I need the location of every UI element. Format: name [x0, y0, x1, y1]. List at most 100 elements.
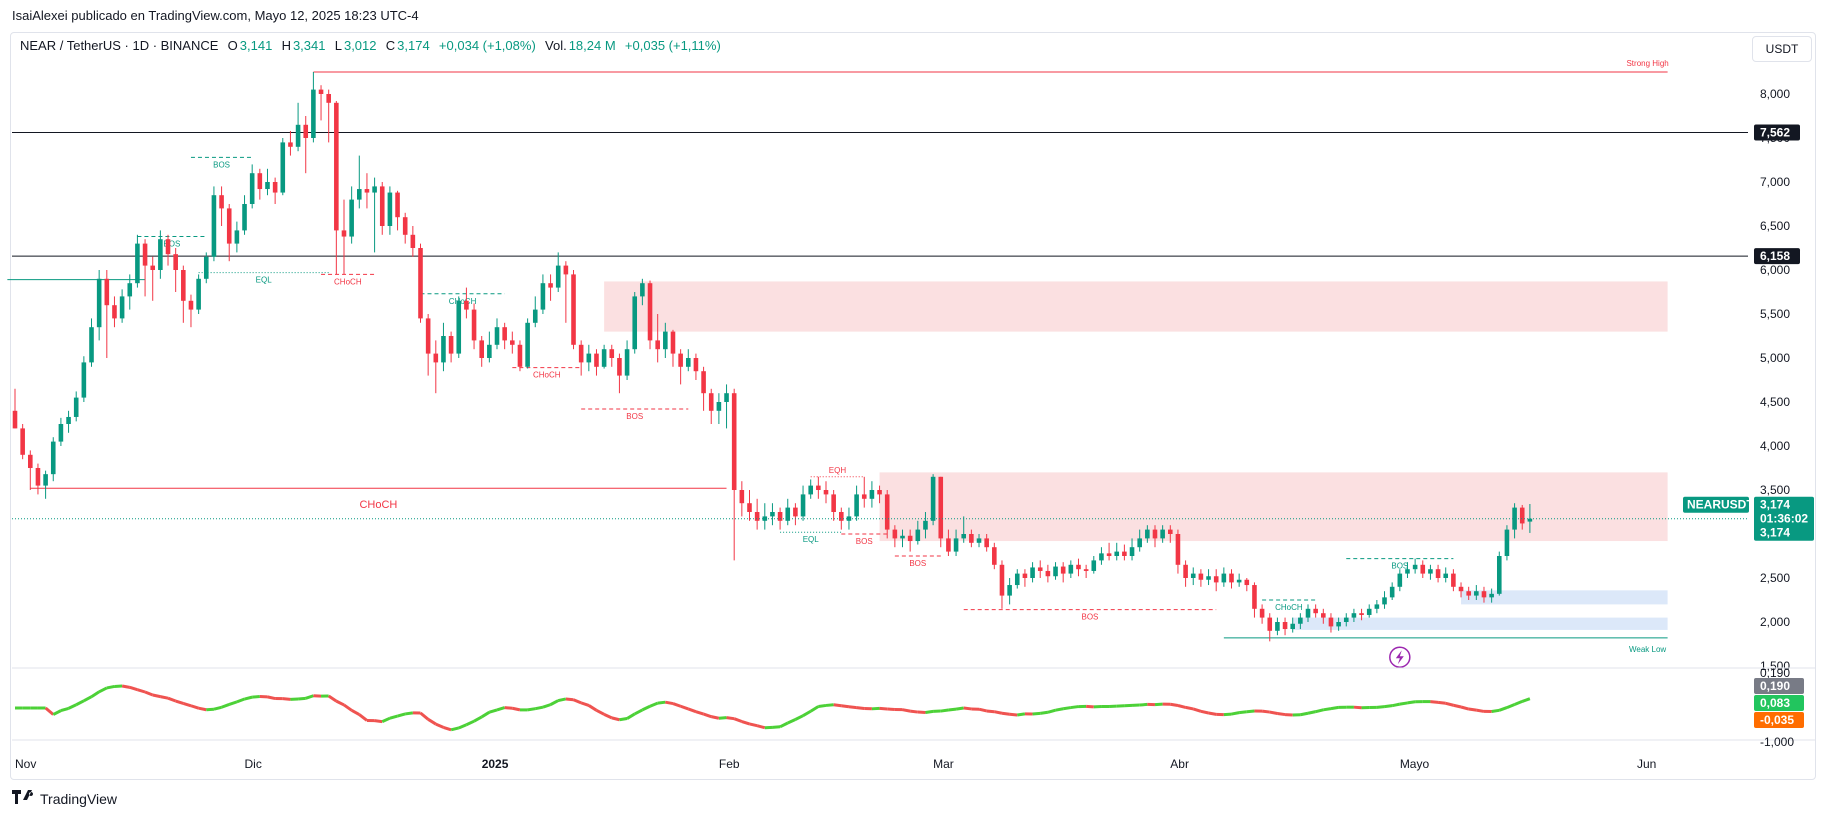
- oscillator-segment: [244, 695, 253, 701]
- oscillator-segment: [1376, 705, 1385, 709]
- oscillator-segment: [75, 699, 85, 707]
- oscillator-segment: [802, 709, 812, 717]
- demand-zone: [1292, 617, 1668, 630]
- oscillator-segment: [1300, 711, 1309, 717]
- structure-label: Strong High: [1626, 59, 1668, 68]
- oscillator-segment: [252, 694, 260, 699]
- candle: [640, 283, 645, 297]
- footer-brand[interactable]: TradingView: [12, 790, 117, 808]
- candle: [831, 494, 836, 512]
- oscillator-segment: [626, 712, 636, 720]
- candle: [999, 564, 1005, 596]
- oscillator-segment: [794, 714, 804, 721]
- candle: [1129, 547, 1135, 556]
- oscillator-segment: [1070, 705, 1079, 710]
- close-value: 3,174: [397, 38, 430, 53]
- oscillator-segment: [557, 697, 567, 703]
- candle: [594, 353, 599, 367]
- candle: [1321, 613, 1326, 618]
- candle: [1114, 551, 1120, 556]
- candle: [1428, 569, 1433, 574]
- candle: [1190, 573, 1196, 578]
- oscillator-segment: [749, 722, 758, 728]
- oscillator-segment: [465, 719, 475, 727]
- candle: [1244, 579, 1250, 586]
- candle: [20, 428, 25, 455]
- oscillator-segment: [1491, 708, 1500, 713]
- candle: [1282, 622, 1288, 630]
- structure-label: CHoCH: [449, 297, 477, 306]
- candle: [311, 89, 316, 138]
- oscillator-segment: [221, 703, 230, 709]
- oscillator-segment: [1047, 708, 1056, 714]
- chart-frame: [10, 32, 1816, 780]
- footer-brand-text: TradingView: [40, 791, 118, 807]
- candle: [173, 254, 178, 270]
- oscillator-segment: [1261, 709, 1270, 714]
- candle: [762, 516, 768, 521]
- osc-value-tag: [1754, 678, 1804, 694]
- oscillator-segment: [595, 708, 605, 716]
- oscillator-segment: [83, 695, 93, 703]
- candle: [1037, 567, 1043, 571]
- oscillator-segment: [986, 709, 995, 714]
- oscillator-segment: [160, 695, 169, 700]
- candle: [586, 353, 592, 363]
- candle: [104, 278, 110, 306]
- candle: [1198, 573, 1204, 580]
- oscillator-segment: [1430, 700, 1439, 704]
- osc-value-tag: [1754, 712, 1804, 728]
- time-axis-tick: Abr: [1170, 757, 1189, 771]
- oscillator-segment: [1453, 703, 1462, 709]
- oscillator-segment: [512, 706, 521, 712]
- candle: [785, 507, 791, 521]
- oscillator-segment: [1040, 710, 1049, 715]
- oscillator-segment: [1277, 712, 1286, 717]
- candle: [946, 538, 951, 552]
- volume-label: Vol.: [545, 38, 567, 53]
- oscillator-segment: [450, 726, 460, 732]
- oscillator-segment: [374, 719, 383, 724]
- oscillator-segment: [381, 716, 391, 724]
- oscillator-segment: [1315, 708, 1324, 714]
- oscillator-segment: [1391, 702, 1401, 708]
- oscillator-segment: [856, 706, 865, 711]
- candle: [555, 265, 561, 288]
- structure-label: CHoCH: [1275, 603, 1303, 612]
- last-price-value-2: 3,174: [1760, 526, 1790, 540]
- oscillator-segment: [657, 700, 666, 705]
- candle: [701, 371, 706, 394]
- candle: [28, 454, 33, 468]
- candle: [234, 230, 240, 244]
- symbol-title[interactable]: NEAR / TetherUS · 1D · BINANCE: [20, 38, 219, 53]
- candle: [1489, 593, 1494, 598]
- structure-label: BOS: [856, 537, 873, 546]
- candle: [685, 358, 691, 367]
- candle: [1474, 591, 1479, 596]
- candle: [854, 494, 859, 517]
- structure-label: EQH: [829, 466, 847, 475]
- oscillator-segment: [1384, 704, 1393, 709]
- level-tag-label: 6,158: [1760, 249, 1790, 263]
- candle: [211, 195, 217, 257]
- candle: [1236, 579, 1242, 583]
- candle: [915, 529, 921, 542]
- candle: [1481, 591, 1487, 598]
- lightning-bolt-shape: [1395, 650, 1404, 665]
- osc-value-label: 0,083: [1760, 696, 1790, 710]
- candle: [1512, 507, 1517, 530]
- candle: [1519, 507, 1525, 524]
- candle: [548, 283, 553, 288]
- oscillator-segment: [879, 706, 888, 711]
- oscillator-segment: [542, 703, 552, 709]
- currency-button[interactable]: USDT: [1752, 36, 1812, 62]
- structure-label: BOS: [1391, 562, 1408, 571]
- oscillator-segment: [1460, 705, 1470, 711]
- candle: [379, 186, 385, 226]
- oscillator-segment: [619, 717, 628, 722]
- oscillator-segment: [1445, 701, 1454, 707]
- oscillator-segment: [1269, 710, 1278, 715]
- candle: [1183, 564, 1188, 578]
